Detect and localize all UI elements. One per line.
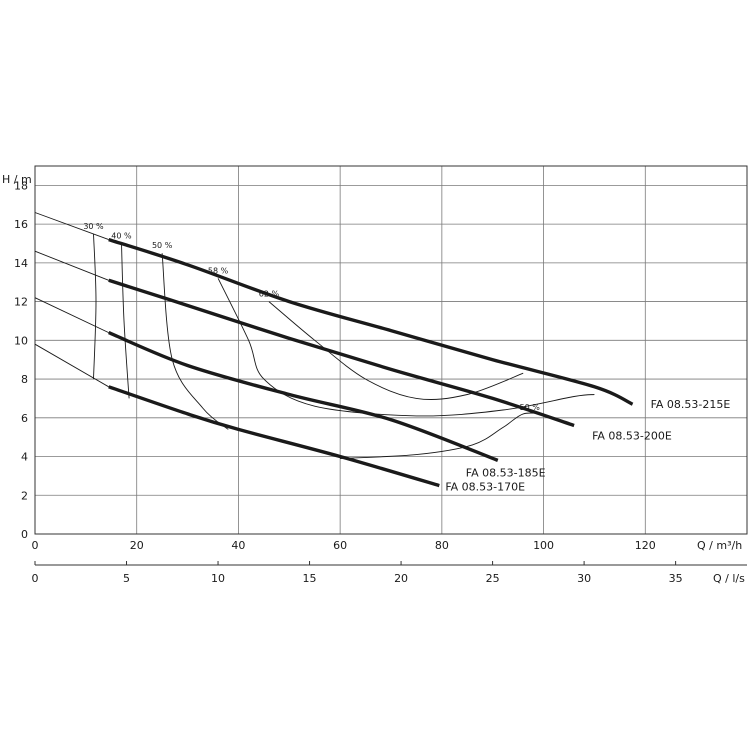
y-tick-label: 16 — [14, 218, 28, 231]
y-tick-label: 4 — [21, 451, 28, 464]
x2-tick-label: 5 — [123, 572, 130, 585]
efficiency-contour — [161, 253, 229, 430]
y-tick-label: 14 — [14, 257, 28, 270]
pump-curve — [108, 237, 634, 406]
y-tick-label: 8 — [21, 373, 28, 386]
x2-tick-label: 0 — [32, 572, 39, 585]
efficiency-label: 58 % — [208, 266, 229, 275]
efficiency-contour — [340, 412, 544, 459]
efficiency-label: 30 % — [83, 222, 104, 231]
series-label: FA 08.53-170E — [445, 481, 525, 494]
series-label: FA 08.53-185E — [466, 466, 546, 479]
y-tick-label: 6 — [21, 412, 28, 425]
pump-curves: FA 08.53-215E FA 08.53-200E FA 08.53-185E F… — [34, 212, 731, 494]
x-tick-label: 0 — [32, 539, 39, 552]
grid — [35, 166, 747, 534]
efficiency-contour — [93, 233, 97, 380]
x-tick-label: 20 — [130, 539, 144, 552]
efficiency-label: 50 % — [520, 403, 541, 412]
x-tick-label: 40 — [231, 539, 245, 552]
x2-tick-label: 20 — [394, 572, 408, 585]
y-tick-label: 10 — [14, 334, 28, 347]
series-label: FA 08.53-200E — [592, 430, 672, 443]
plot-frame — [34, 165, 748, 535]
x-tick-label: 80 — [435, 539, 449, 552]
curve-extension — [34, 250, 109, 281]
x2-tick-label: 35 — [669, 572, 683, 585]
series-label: FA 08.53-215E — [651, 398, 731, 411]
x-axis-secondary-label: Q / l/s — [713, 572, 745, 585]
x-axis-label: Q / m³/h — [697, 539, 742, 552]
efficiency-label: 40 % — [111, 231, 132, 240]
y-tick-label: 2 — [21, 489, 28, 502]
x2-tick-label: 30 — [577, 572, 591, 585]
efficiency-contour — [121, 243, 130, 399]
efficiency-contour — [268, 301, 524, 400]
x2-tick-label: 10 — [211, 572, 225, 585]
y-tick-label: 18 — [14, 179, 28, 192]
pump-curve — [108, 278, 575, 428]
pump-curve — [108, 385, 440, 488]
x-tick-label: 100 — [533, 539, 554, 552]
curve-extension — [34, 297, 109, 334]
curve-extension — [34, 343, 109, 388]
efficiency-label: 50 % — [152, 241, 173, 250]
axis-ticks: 0 2 4 6 8 10 12 14 16 18 0 20 40 60 80 100 120 0 5 10 15 20 25… — [14, 179, 683, 585]
y-tick-label: 12 — [14, 296, 28, 309]
y-axis-label: H / m — [2, 173, 32, 186]
x2-tick-label: 25 — [486, 572, 500, 585]
x2-tick-label: 15 — [303, 572, 317, 585]
curve-extension — [34, 212, 109, 241]
efficiency-contour — [217, 278, 595, 417]
x-tick-label: 120 — [635, 539, 656, 552]
pump-curve — [108, 331, 499, 462]
y-tick-label: 0 — [21, 528, 28, 541]
x-tick-label: 60 — [333, 539, 347, 552]
